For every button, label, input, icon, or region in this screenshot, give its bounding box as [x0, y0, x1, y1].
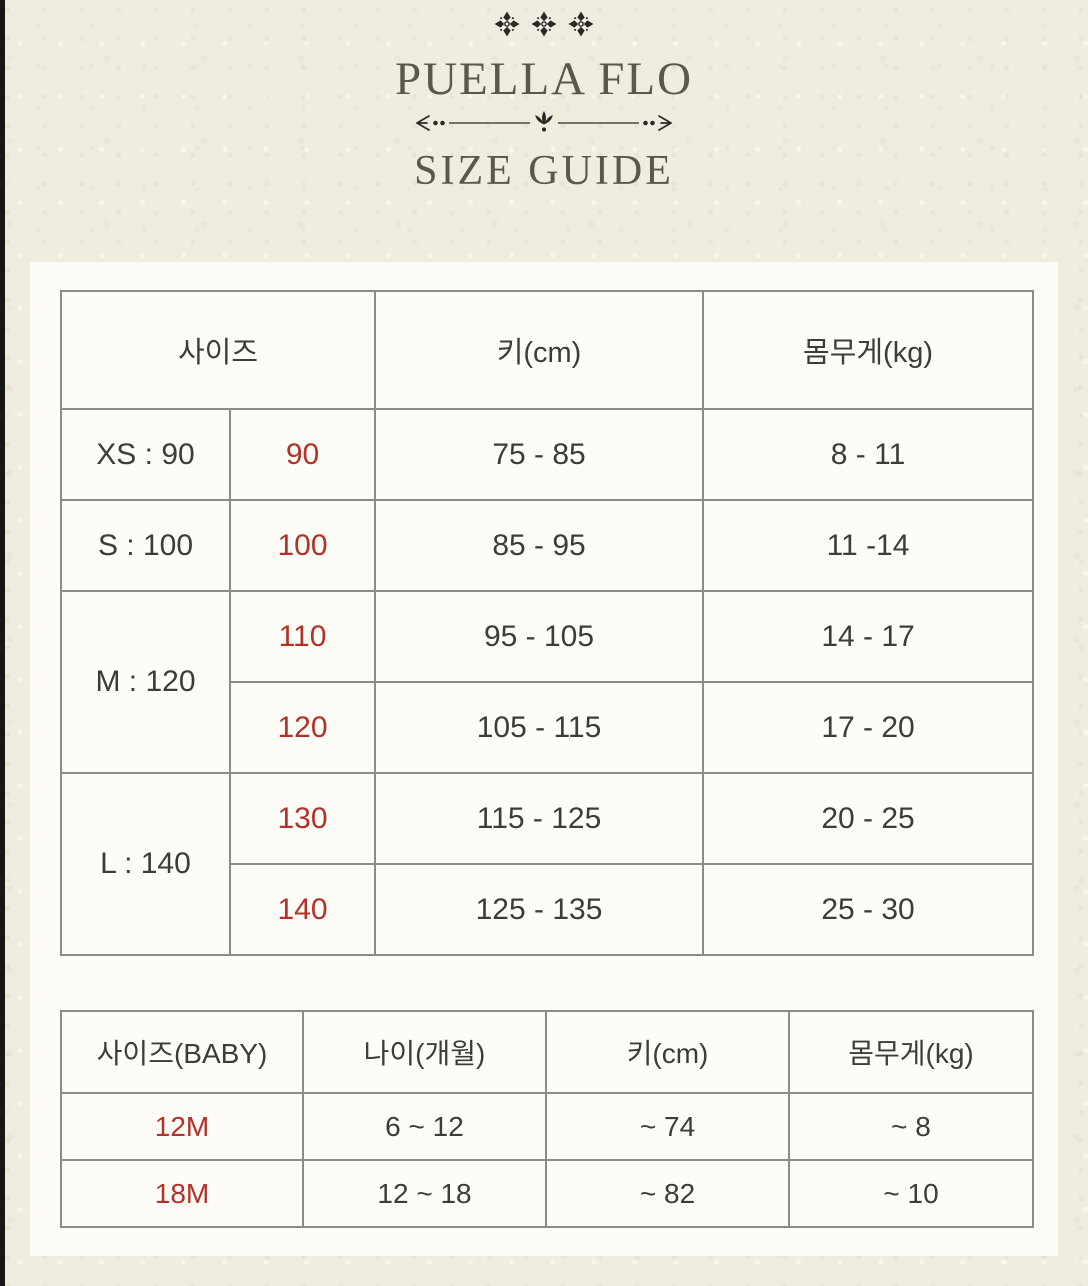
flourish-icons [0, 11, 1088, 37]
table-row-s: S : 100 100 85 - 95 11 -14 [60, 499, 1035, 592]
group-label: M : 120 [60, 590, 231, 774]
baby-table-header-row: 사이즈(BABY) 나이(개월) 키(cm) 몸무게(kg) [60, 1010, 1034, 1094]
height-range: 115 - 125 [374, 772, 705, 865]
col-header-size: 사이즈 [59, 290, 377, 410]
baby-size-table: 사이즈(BABY) 나이(개월) 키(cm) 몸무게(kg) 12M 6 ~ 1… [60, 1010, 1034, 1228]
age-range: 6 ~ 12 [302, 1092, 547, 1161]
page-title: SIZE GUIDE [414, 148, 674, 194]
divider-ornament-icon [416, 111, 672, 132]
height-range: ~ 82 [545, 1159, 790, 1228]
group-label: XS : 90 [60, 408, 231, 501]
age-range: 12 ~ 18 [302, 1159, 547, 1228]
col-header-baby-size: 사이즈(BABY) [60, 1010, 304, 1094]
weight-range: ~ 8 [788, 1092, 1034, 1161]
col-header-height: 키(cm) [374, 290, 705, 410]
four-petal-flourish-icon [494, 11, 520, 37]
table-row-12m: 12M 6 ~ 12 ~ 74 ~ 8 [60, 1092, 1034, 1161]
col-header-age: 나이(개월) [302, 1010, 547, 1094]
weight-range: ~ 10 [788, 1159, 1034, 1228]
height-range: 85 - 95 [374, 499, 705, 592]
size-number: 90 [228, 408, 377, 501]
height-range: 95 - 105 [374, 590, 705, 683]
four-petal-flourish-icon [531, 11, 557, 37]
left-edge-strip [0, 0, 5, 1286]
col-header-weight: 몸무게(kg) [788, 1010, 1034, 1094]
weight-range: 11 -14 [702, 499, 1035, 592]
height-range: 125 - 135 [374, 863, 705, 956]
table-row-l-140: 140 125 - 135 25 - 30 [61, 863, 1035, 956]
col-header-weight: 몸무게(kg) [702, 290, 1035, 410]
table-row-18m: 18M 12 ~ 18 ~ 82 ~ 10 [60, 1159, 1034, 1228]
weight-range: 17 - 20 [702, 681, 1035, 774]
size-number: 130 [228, 772, 377, 865]
height-range: 105 - 115 [374, 681, 705, 774]
weight-range: 25 - 30 [702, 863, 1035, 956]
height-range: ~ 74 [545, 1092, 790, 1161]
size-table: 사이즈 키(cm) 몸무게(kg) XS : 90 90 75 - 85 8 -… [59, 290, 1035, 956]
baby-size-label: 12M [60, 1092, 304, 1161]
table-row-xs: XS : 90 90 75 - 85 8 - 11 [60, 408, 1035, 501]
weight-range: 14 - 17 [702, 590, 1035, 683]
size-table-header-row: 사이즈 키(cm) 몸무게(kg) [59, 290, 1035, 410]
four-petal-flourish-icon [568, 11, 594, 37]
table-row-l-130: L : 140 130 115 - 125 20 - 25 [60, 772, 1035, 956]
size-number: 100 [228, 499, 377, 592]
weight-range: 8 - 11 [702, 408, 1035, 501]
weight-range: 20 - 25 [702, 772, 1035, 865]
size-number: 110 [228, 590, 377, 683]
brand-title: PUELLA FLO [394, 53, 694, 105]
col-header-height: 키(cm) [545, 1010, 790, 1094]
size-number: 120 [228, 681, 377, 774]
table-row-m-120: 120 105 - 115 17 - 20 [61, 681, 1035, 774]
baby-size-label: 18M [60, 1159, 304, 1228]
size-number: 140 [228, 863, 377, 956]
group-label: S : 100 [60, 499, 231, 592]
content-panel: 사이즈 키(cm) 몸무게(kg) XS : 90 90 75 - 85 8 -… [30, 262, 1058, 1256]
height-range: 75 - 85 [374, 408, 705, 501]
table-row-m-110: M : 120 110 95 - 105 14 - 17 [60, 590, 1035, 774]
group-label: L : 140 [60, 772, 231, 956]
